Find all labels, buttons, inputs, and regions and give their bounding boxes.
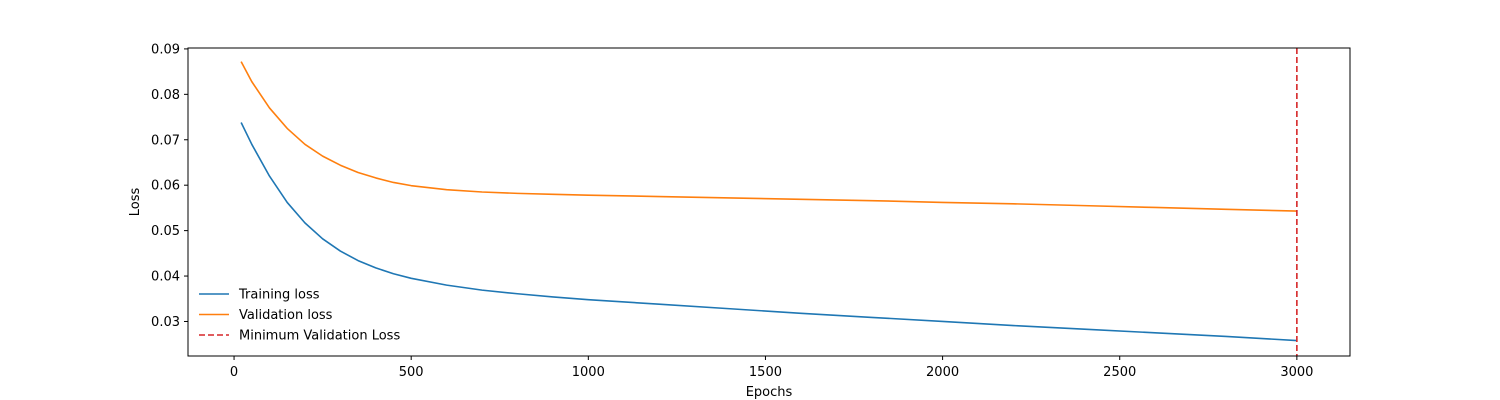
- x-tick-label: 0: [230, 365, 238, 380]
- y-axis-ticks: 0.03 0.04 0.05 0.06 0.07 0.08 0.09: [151, 42, 188, 330]
- plot-layer: [240, 48, 1298, 356]
- legend-label-validation: Validation loss: [239, 308, 333, 323]
- x-tick-label: 2500: [1103, 365, 1136, 380]
- plot-frame: [187, 47, 1351, 357]
- legend-label-min-val: Minimum Validation Loss: [239, 329, 400, 344]
- x-tick-label: 1000: [572, 365, 605, 380]
- y-tick-label: 0.03: [151, 315, 180, 330]
- x-tick-label: 2000: [926, 365, 959, 380]
- y-tick-label: 0.04: [151, 270, 180, 285]
- legend-label-training: Training loss: [238, 288, 320, 303]
- x-tick-label: 3000: [1280, 365, 1313, 380]
- x-tick-label: 500: [399, 365, 424, 380]
- y-axis-label: Loss: [128, 188, 143, 217]
- y-tick-label: 0.08: [151, 88, 180, 103]
- series-line-validation: [240, 61, 1297, 212]
- x-axis-label: Epochs: [746, 385, 793, 400]
- y-tick-label: 0.09: [151, 42, 180, 57]
- series-line-training: [240, 122, 1297, 342]
- x-axis-ticks: 0 500 1000 1500 2000 2500 3000: [230, 356, 1313, 380]
- y-tick-label: 0.05: [151, 224, 180, 239]
- legend: Training loss Validation loss Minimum Va…: [199, 288, 400, 344]
- y-tick-label: 0.07: [151, 133, 180, 148]
- x-tick-label: 1500: [749, 365, 782, 380]
- y-tick-label: 0.06: [151, 179, 180, 194]
